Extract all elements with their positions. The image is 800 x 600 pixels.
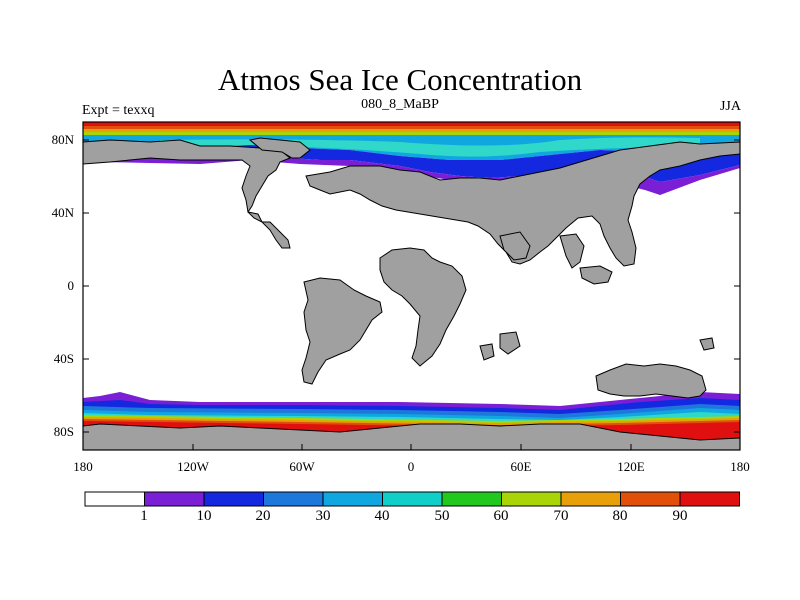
colorbar-label-50: 50 (434, 508, 450, 524)
colorbar-box-1 (144, 491, 205, 507)
africa (379, 247, 467, 367)
colorbar-label-40: 40 (374, 508, 390, 524)
arctic-band-70 (83, 129, 740, 132)
colorbar-box-10 (679, 491, 740, 507)
colorbar-box-8 (560, 491, 621, 507)
arabia (499, 231, 531, 261)
colorbar-label-30: 30 (315, 508, 331, 524)
india (559, 233, 585, 269)
colorbar-box-4 (322, 491, 383, 507)
arctic-band-60 (83, 132, 740, 135)
colorbar-label-60: 60 (493, 508, 509, 524)
arctic-band-90 (83, 122, 740, 126)
map-ticks (83, 139, 740, 450)
experiment-label: Expt = texxq (82, 103, 155, 118)
colorbar-box-0 (84, 491, 145, 507)
colorbar-label-90: 90 (672, 508, 688, 524)
eurasia (305, 141, 740, 267)
colorbar-box-7 (501, 491, 562, 507)
lat-tick-0: 0 (67, 278, 75, 293)
lon-tick-120e: 120E (617, 459, 645, 474)
colorbar-label-80: 80 (612, 508, 628, 524)
australia (595, 363, 707, 399)
map-subtitle: 080_8_MaBP (361, 97, 439, 112)
lat-tick-40s: 40S (53, 351, 74, 366)
lon-tick-0: 0 (407, 459, 415, 474)
colorbar-label-70: 70 (553, 508, 569, 524)
arctic-band-80 (83, 126, 740, 129)
map-title: Atmos Sea Ice Concentration (217, 62, 583, 97)
colorbar-box-3 (263, 491, 324, 507)
colorbar-label-10: 10 (196, 508, 212, 524)
south-america (301, 277, 383, 385)
antarctica (83, 423, 740, 450)
small-island-2 (699, 337, 715, 351)
small-island-1 (479, 343, 495, 361)
season-label: JJA (719, 99, 741, 114)
map-frame (82, 121, 741, 451)
map-plot-area (83, 122, 740, 450)
lat-tick-80n: 80N (51, 132, 74, 147)
colorbar-box-2 (203, 491, 264, 507)
lat-tick-80s: 80S (53, 424, 74, 439)
lon-tick-60e: 60E (510, 459, 532, 474)
madagascar (499, 331, 521, 355)
colorbar-label-20: 20 (255, 508, 271, 524)
land-masses (83, 137, 740, 450)
lon-tick-180-left: 180 (73, 459, 93, 474)
colorbar-box-9 (620, 491, 681, 507)
lat-tick-40n: 40N (51, 205, 74, 220)
lon-tick-120w: 120W (177, 459, 209, 474)
colorbar-box-6 (441, 491, 502, 507)
colorbar-box-5 (382, 491, 443, 507)
lon-tick-60w: 60W (289, 459, 315, 474)
colorbar-label-1: 1 (140, 508, 148, 524)
southeast-asia-islands (579, 265, 613, 285)
lon-tick-180-right: 180 (730, 459, 750, 474)
greenland (248, 137, 311, 159)
colorbar (84, 491, 740, 507)
